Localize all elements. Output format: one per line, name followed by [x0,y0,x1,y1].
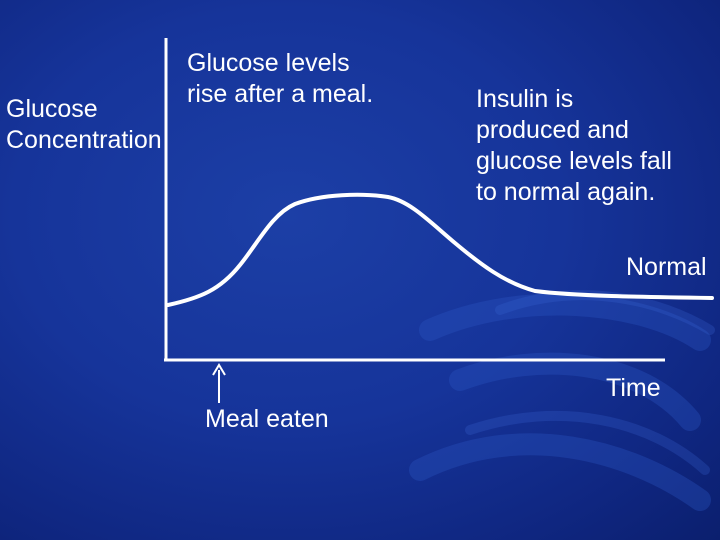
insulin-annotation-line: produced and [476,116,629,144]
rise-annotation-line: Glucose levels [187,49,350,77]
insulin-annotation: Insulin is produced and glucose levels f… [476,84,672,208]
insulin-annotation-line: glucose levels fall [476,147,672,175]
y-axis-label: Glucose Concentration [6,94,162,156]
meal-arrow-head [212,363,226,376]
rise-annotation: Glucose levels rise after a meal. [187,48,373,110]
glucose-curve [166,192,714,307]
rise-annotation-line: rise after a meal. [187,80,374,108]
normal-label: Normal [626,253,707,281]
x-axis-label: Time [606,374,661,402]
y-axis-label-line: Glucose [6,95,98,123]
y-axis-label-line: Concentration [6,126,162,154]
insulin-annotation-line: Insulin is [476,85,574,113]
meal-eaten-label: Meal eaten [205,405,329,433]
insulin-annotation-line: to normal again. [476,178,656,206]
